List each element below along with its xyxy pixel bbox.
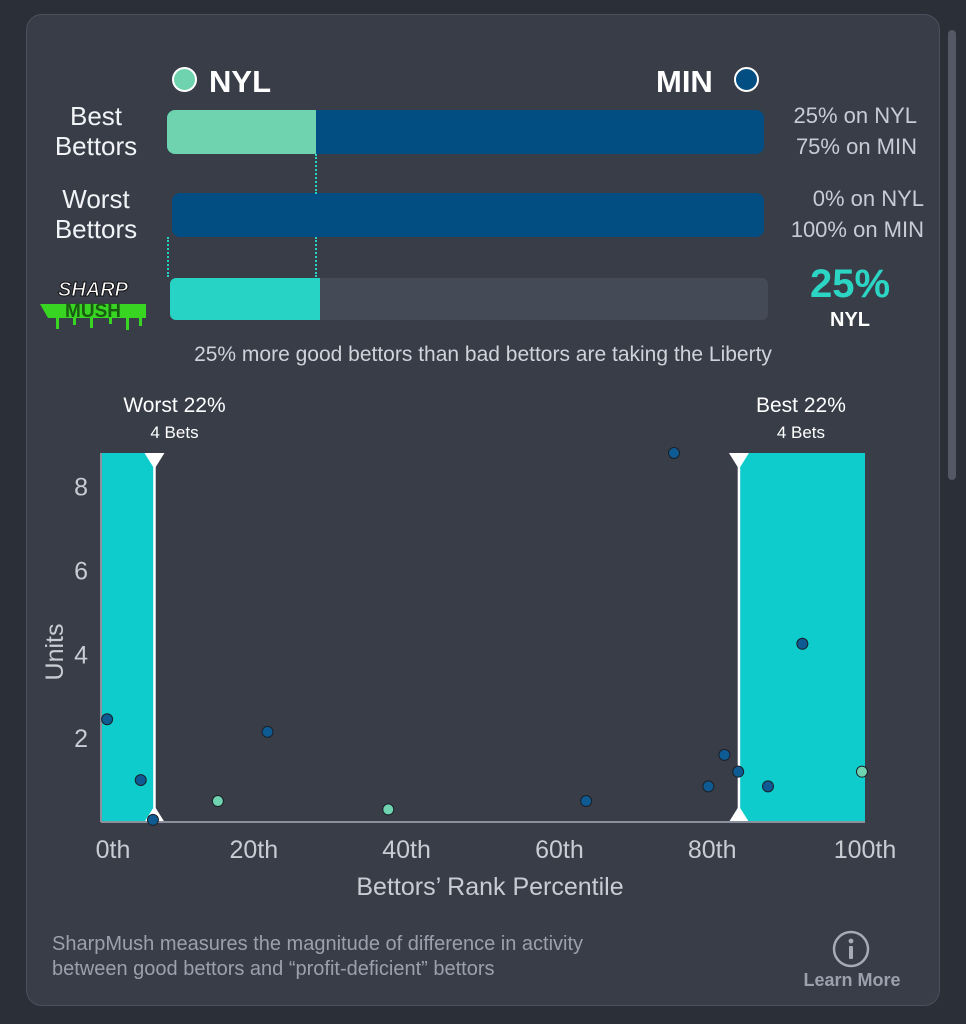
- best-bettors-label-line1: Best: [69, 101, 123, 131]
- sharpmush-team: NYL: [830, 309, 870, 331]
- footer-description: SharpMush measures the magnitude of diff…: [52, 932, 772, 982]
- data-point-nyl[interactable]: [382, 803, 395, 816]
- region-label-best: Best 22%: [756, 394, 846, 417]
- best-bettors-nyl-pct: 25% on NYL: [793, 103, 917, 128]
- footer-line1: SharpMush measures the magnitude of diff…: [52, 933, 584, 955]
- data-point-min[interactable]: [134, 774, 147, 787]
- region-label-worst: Worst 22%: [123, 394, 225, 417]
- y-tick-label: 8: [74, 474, 88, 502]
- x-tick-label: 80th: [688, 836, 737, 864]
- y-tick-label: 6: [74, 557, 88, 585]
- footer-line2: between good bettors and “profit-deficie…: [52, 958, 495, 980]
- data-point-min[interactable]: [668, 447, 680, 459]
- data-point-min[interactable]: [580, 795, 593, 808]
- data-point-nyl[interactable]: [855, 765, 868, 778]
- y-axis-label: Units: [41, 624, 69, 681]
- data-point-min[interactable]: [732, 765, 745, 778]
- diff-share-connector: [315, 237, 317, 277]
- x-tick-label: 20th: [229, 836, 278, 864]
- data-point-min[interactable]: [146, 813, 159, 826]
- data-point-min[interactable]: [761, 780, 774, 793]
- region-sublabel-best: 4 Bets: [777, 423, 825, 442]
- best-bettors-label: Best Bettors: [40, 101, 152, 161]
- data-point-nyl[interactable]: [211, 795, 224, 808]
- sharpmush-summary: 25% more good bettors than bad bettors a…: [194, 343, 772, 366]
- best-bettors-min-pct: 75% on MIN: [795, 134, 917, 159]
- sharpmush-bar-fill: [170, 278, 320, 320]
- data-point-min[interactable]: [796, 637, 809, 650]
- region-handle-top-best[interactable]: [728, 453, 749, 469]
- worst-bettors-label-line2: Bettors: [54, 214, 138, 244]
- x-tick-label: 0th: [96, 836, 131, 864]
- x-tick-label: 100th: [834, 836, 897, 864]
- worst-bettors-label: Worst Bettors: [40, 184, 152, 244]
- region-handle-bottom-best[interactable]: [728, 806, 749, 822]
- worst-bettors-nyl-pct: 0% on NYL: [812, 186, 924, 211]
- info-icon[interactable]: [831, 929, 871, 969]
- region-worst: [101, 453, 155, 822]
- best-bettors-bar: [167, 110, 764, 154]
- sharpmush-value: 25%: [809, 262, 891, 306]
- data-point-min[interactable]: [702, 780, 715, 793]
- scrollbar-thumb[interactable]: [948, 30, 956, 480]
- data-point-min[interactable]: [718, 748, 731, 761]
- region-handle-top-worst[interactable]: [144, 453, 165, 469]
- nyl-team-dot: [172, 67, 197, 92]
- y-tick-label: 4: [74, 641, 88, 669]
- learn-more-link[interactable]: Learn More: [803, 970, 901, 990]
- logo-mush-text: MUSH: [65, 301, 121, 322]
- x-tick-label: 60th: [535, 836, 584, 864]
- logo-drip-shape: [40, 304, 146, 330]
- x-axis-label: Bettors’ Rank Percentile: [356, 873, 623, 901]
- data-point-min[interactable]: [101, 713, 114, 726]
- y-tick-label: 2: [74, 725, 88, 753]
- team-right-abbr: MIN: [656, 64, 713, 99]
- best-bettors-pct: 25% on NYL 75% on MIN: [740, 100, 917, 162]
- best-share-connector: [315, 154, 317, 194]
- best-bettors-label-line2: Bettors: [54, 131, 138, 161]
- worst-share-connector: [167, 237, 169, 277]
- sharpmush-logo: SHARP MUSH: [40, 279, 146, 330]
- region-sublabel-worst: 4 Bets: [150, 423, 198, 442]
- sharpmush-bar: [170, 278, 768, 320]
- best-bettors-nyl-segment: [167, 110, 317, 154]
- x-tick-label: 40th: [382, 836, 431, 864]
- worst-bettors-label-line1: Worst: [62, 184, 130, 214]
- worst-bettors-pct: 0% on NYL 100% on MIN: [740, 183, 924, 245]
- min-team-dot: [734, 67, 759, 92]
- region-best: [738, 453, 865, 822]
- team-left-abbr: NYL: [209, 64, 271, 99]
- worst-bettors-bar: [172, 193, 764, 237]
- worst-bettors-min-pct: 100% on MIN: [790, 217, 924, 242]
- logo-sharp-text: SHARP: [58, 279, 129, 301]
- data-point-min[interactable]: [261, 725, 274, 738]
